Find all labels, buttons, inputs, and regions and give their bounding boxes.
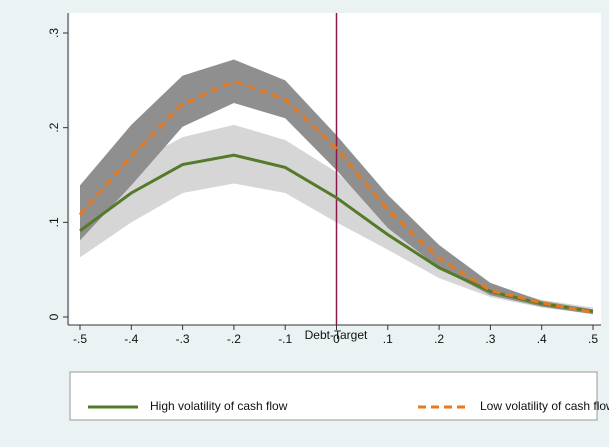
legend-label: High volatility of cash flow: [150, 399, 288, 413]
x-tick-label: .1: [383, 332, 393, 346]
x-tick-label: .5: [588, 332, 598, 346]
y-tick-label: .3: [47, 28, 61, 38]
y-tick-label: 0: [47, 313, 61, 320]
legend-label: Low volatility of cash flow: [480, 399, 609, 413]
y-tick-label: .2: [47, 122, 61, 132]
x-tick-label: -.3: [176, 332, 190, 346]
x-tick-label: .4: [537, 332, 547, 346]
x-tick-label: -.1: [278, 332, 292, 346]
x-tick-label: -.4: [124, 332, 138, 346]
x-tick-label: -.2: [227, 332, 241, 346]
data-line: [78, 79, 594, 314]
x-tick-label: 0: [333, 332, 340, 346]
x-tick-label: .2: [434, 332, 444, 346]
legend-box: [69, 371, 598, 421]
x-tick-label: -.5: [73, 332, 87, 346]
x-axis-label: Debt-Target: [305, 328, 368, 342]
x-tick-label: .3: [485, 332, 495, 346]
y-tick-label: .1: [47, 217, 61, 227]
